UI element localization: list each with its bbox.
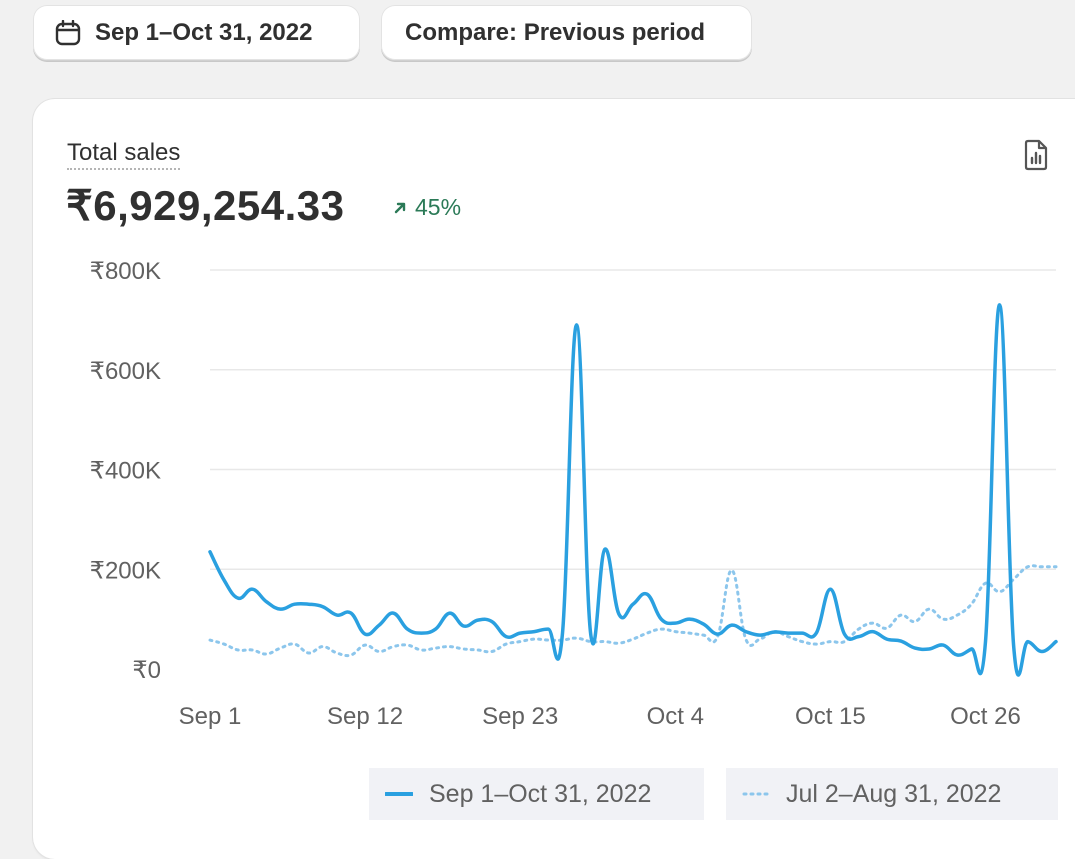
calendar-icon — [55, 19, 81, 45]
y-tick-label: ₹800K — [90, 258, 161, 285]
series-line-current — [208, 303, 1058, 677]
legend-label-current: Sep 1–Oct 31, 2022 — [429, 779, 652, 808]
arrow-up-right-icon — [394, 202, 406, 213]
y-tick-label: ₹600K — [90, 358, 161, 385]
date-range-label: Sep 1–Oct 31, 2022 — [95, 18, 313, 46]
y-tick-label: ₹200K — [90, 557, 161, 584]
x-tick-label: Oct 4 — [647, 703, 704, 730]
legend-item-current[interactable]: Sep 1–Oct 31, 2022 — [369, 768, 704, 820]
change-percent: 45% — [415, 194, 462, 220]
y-tick-label: ₹400K — [90, 458, 161, 485]
x-tick-label: Sep 1 — [179, 703, 242, 730]
metric-title[interactable]: Total sales — [67, 139, 181, 170]
x-tick-label: Sep 12 — [327, 703, 403, 730]
series-line-comparison — [208, 564, 1058, 658]
date-range-button[interactable]: Sep 1–Oct 31, 2022 — [33, 5, 360, 60]
total-sales-card: Total sales ₹6,929,254.33 45% ₹0 ₹200K ₹40… — [33, 99, 1075, 859]
export-report-icon — [1024, 139, 1048, 171]
legend-label-comparison: Jul 2–Aug 31, 2022 — [786, 779, 1002, 808]
x-tick-label: Oct 15 — [795, 703, 866, 730]
dotted-line-swatch — [742, 792, 770, 796]
compare-period-button[interactable]: Compare: Previous period — [381, 5, 752, 60]
total-sales-value: ₹6,929,254.33 — [66, 182, 345, 229]
sales-line-chart: ₹0 ₹200K ₹400K ₹600K ₹800K Sep 1 Sep 12 Sep 23 O… — [90, 258, 1058, 730]
change-badge: 45% — [393, 194, 461, 221]
solid-line-swatch — [385, 792, 413, 796]
x-tick-label: Oct 26 — [950, 703, 1021, 730]
x-tick-label: Sep 23 — [482, 703, 558, 730]
compare-label: Compare: Previous period — [405, 18, 706, 46]
y-tick-label: ₹0 — [132, 657, 161, 684]
export-report-button[interactable] — [1022, 139, 1050, 176]
legend-item-comparison[interactable]: Jul 2–Aug 31, 2022 — [726, 768, 1058, 820]
